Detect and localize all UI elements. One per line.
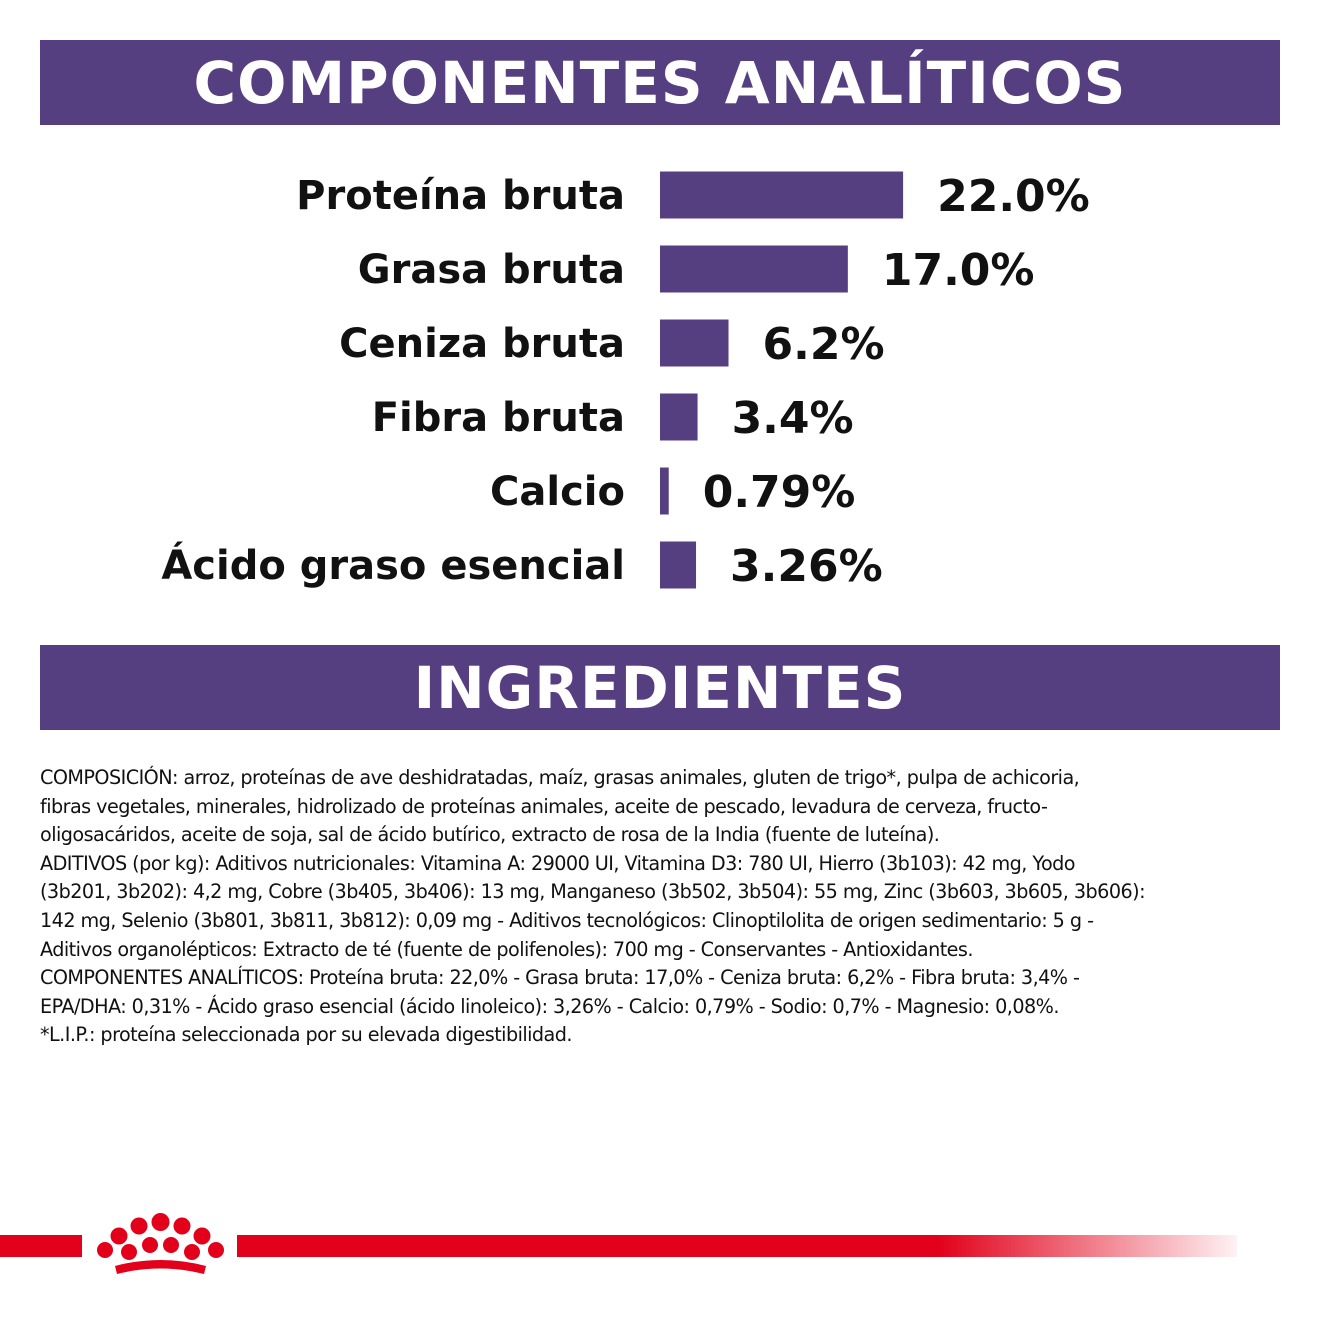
brand-stripe-left [0, 1235, 82, 1257]
value-label: 3.4% [732, 393, 854, 444]
ingredients-title: INGREDIENTES [413, 653, 907, 722]
category-label: Fibra bruta [372, 395, 625, 441]
value-label: 6.2% [763, 319, 885, 370]
analytics-bar-chart: Proteína bruta 22.0% Grasa bruta 17.0% Ceniz… [161, 171, 1090, 592]
bar [660, 171, 904, 219]
value-label: 22.0% [937, 171, 1090, 222]
ingredients-text: COMPOSICIÓN: arroz, proteínas de ave des… [40, 766, 1146, 1047]
bar [660, 319, 729, 367]
analytics-title: COMPONENTES ANALÍTICOS [193, 48, 1127, 117]
category-label: Calcio [490, 469, 625, 515]
bar [660, 541, 697, 589]
category-label: Ácido graso esencial [161, 541, 625, 589]
analytics-header: COMPONENTES ANALÍTICOS [40, 40, 1280, 125]
category-label: Ceniza bruta [339, 321, 625, 367]
value-label: 0.79% [703, 467, 856, 518]
value-label: 17.0% [882, 245, 1035, 296]
brand-stripe-right [237, 1235, 1237, 1257]
bar [660, 245, 848, 293]
bar [660, 393, 698, 441]
bar [660, 467, 669, 515]
value-label: 3.26% [730, 541, 883, 592]
ingredients-header: INGREDIENTES [40, 645, 1280, 730]
category-label: Proteína bruta [296, 173, 625, 219]
category-label: Grasa bruta [358, 247, 625, 293]
royal-canin-crown-icon [97, 1213, 224, 1274]
